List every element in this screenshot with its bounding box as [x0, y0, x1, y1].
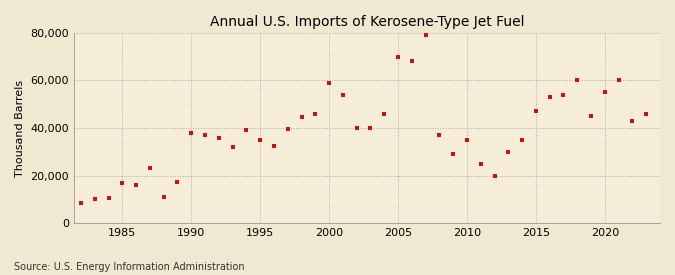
- Title: Annual U.S. Imports of Kerosene-Type Jet Fuel: Annual U.S. Imports of Kerosene-Type Jet…: [210, 15, 524, 29]
- Point: [269, 144, 279, 148]
- Point: [365, 126, 376, 130]
- Point: [462, 138, 472, 142]
- Point: [351, 126, 362, 130]
- Point: [61, 195, 72, 199]
- Y-axis label: Thousand Barrels: Thousand Barrels: [15, 79, 25, 177]
- Point: [338, 93, 348, 97]
- Point: [200, 133, 211, 138]
- Point: [544, 95, 555, 99]
- Point: [489, 174, 500, 178]
- Point: [586, 114, 597, 118]
- Point: [531, 109, 541, 114]
- Point: [144, 166, 155, 171]
- Point: [186, 131, 196, 135]
- Point: [158, 195, 169, 199]
- Point: [89, 197, 100, 202]
- Point: [76, 201, 86, 205]
- Point: [254, 138, 265, 142]
- Point: [421, 33, 431, 37]
- Point: [310, 112, 321, 116]
- Point: [434, 133, 445, 138]
- Point: [572, 78, 583, 83]
- Point: [296, 115, 307, 120]
- Point: [117, 180, 128, 185]
- Point: [517, 138, 528, 142]
- Point: [475, 161, 486, 166]
- Point: [213, 135, 224, 140]
- Text: Source: U.S. Energy Information Administration: Source: U.S. Energy Information Administ…: [14, 262, 244, 272]
- Point: [103, 196, 114, 200]
- Point: [406, 59, 417, 64]
- Point: [448, 152, 458, 156]
- Point: [241, 128, 252, 133]
- Point: [503, 150, 514, 154]
- Point: [324, 81, 335, 85]
- Point: [627, 119, 638, 123]
- Point: [641, 112, 651, 116]
- Point: [599, 90, 610, 95]
- Point: [131, 183, 142, 187]
- Point: [614, 78, 624, 83]
- Point: [282, 127, 293, 131]
- Point: [558, 93, 569, 97]
- Point: [393, 54, 404, 59]
- Point: [379, 112, 389, 116]
- Point: [227, 145, 238, 149]
- Point: [172, 179, 183, 184]
